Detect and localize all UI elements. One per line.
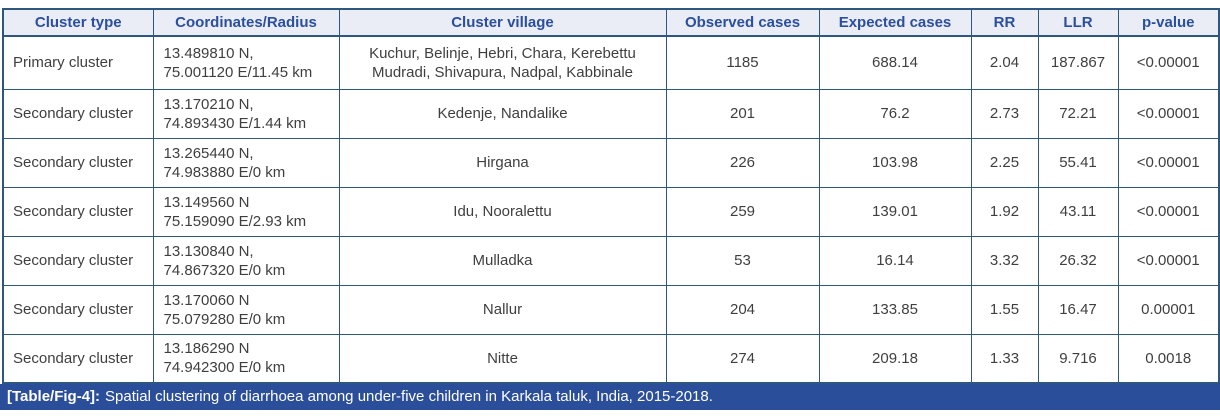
p-value-cell: <0.00001 bbox=[1117, 35, 1220, 90]
coordinates-cell: 13.489810 N, 75.001120 E/11.45 km bbox=[152, 35, 340, 90]
expected-cases-cell: 133.85 bbox=[818, 284, 972, 335]
expected-cases-cell: 76.2 bbox=[818, 88, 972, 139]
header-row: Cluster type Coordinates/Radius Cluster vi… bbox=[2, 8, 1220, 37]
expected-cases-cell: 209.18 bbox=[818, 333, 972, 384]
p-value-cell: <0.00001 bbox=[1117, 235, 1220, 286]
p-value-cell: 0.0018 bbox=[1117, 333, 1220, 384]
rr-cell: 2.25 bbox=[970, 137, 1039, 188]
table-row: Primary cluster 13.489810 N, 75.001120 E/1… bbox=[2, 35, 1220, 90]
expected-cases-cell: 16.14 bbox=[818, 235, 972, 286]
rr-cell: 2.04 bbox=[970, 35, 1039, 90]
cluster-type-cell: Secondary cluster bbox=[2, 186, 154, 237]
column-header-p-value: p-value bbox=[1117, 8, 1220, 37]
llr-cell: 26.32 bbox=[1037, 235, 1119, 286]
column-header-observed-cases: Observed cases bbox=[665, 8, 820, 37]
rr-cell: 1.92 bbox=[970, 186, 1039, 237]
observed-cases-cell: 259 bbox=[665, 186, 820, 237]
cluster-village-cell: Kuchur, Belinje, Hebri, Chara, Kerebettu… bbox=[338, 35, 667, 90]
p-value-cell: <0.00001 bbox=[1117, 88, 1220, 139]
cluster-type-cell: Secondary cluster bbox=[2, 284, 154, 335]
p-value-cell: 0.00001 bbox=[1117, 284, 1220, 335]
expected-cases-cell: 103.98 bbox=[818, 137, 972, 188]
cluster-village-cell: Kedenje, Nandalike bbox=[338, 88, 667, 139]
cluster-type-cell: Secondary cluster bbox=[2, 137, 154, 188]
coordinates-cell: 13.186290 N 74.942300 E/0 km bbox=[152, 333, 340, 384]
table-row: Secondary cluster 13.149560 N 75.159090 E/… bbox=[2, 186, 1220, 237]
cluster-village-cell: Nallur bbox=[338, 284, 667, 335]
expected-cases-cell: 688.14 bbox=[818, 35, 972, 90]
llr-cell: 16.47 bbox=[1037, 284, 1119, 335]
table-row: Secondary cluster 13.265440 N, 74.983880 E… bbox=[2, 137, 1220, 188]
column-header-rr: RR bbox=[970, 8, 1039, 37]
cluster-village-cell: Hirgana bbox=[338, 137, 667, 188]
expected-cases-cell: 139.01 bbox=[818, 186, 972, 237]
column-header-cluster-village: Cluster village bbox=[338, 8, 667, 37]
rr-cell: 3.32 bbox=[970, 235, 1039, 286]
observed-cases-cell: 1185 bbox=[665, 35, 820, 90]
p-value-cell: <0.00001 bbox=[1117, 137, 1220, 188]
observed-cases-cell: 226 bbox=[665, 137, 820, 188]
column-header-cluster-type: Cluster type bbox=[2, 8, 154, 37]
coordinates-cell: 13.149560 N 75.159090 E/2.93 km bbox=[152, 186, 340, 237]
cluster-village-cell: Nitte bbox=[338, 333, 667, 384]
rr-cell: 2.73 bbox=[970, 88, 1039, 139]
cluster-table: Cluster type Coordinates/Radius Cluster vi… bbox=[2, 8, 1220, 384]
column-header-expected-cases: Expected cases bbox=[818, 8, 972, 37]
cluster-type-cell: Secondary cluster bbox=[2, 235, 154, 286]
llr-cell: 9.716 bbox=[1037, 333, 1119, 384]
cluster-village-cell: Mulladka bbox=[338, 235, 667, 286]
llr-cell: 55.41 bbox=[1037, 137, 1119, 188]
table-row: Secondary cluster 13.170060 N 75.079280 E/… bbox=[2, 284, 1220, 335]
column-header-llr: LLR bbox=[1037, 8, 1119, 37]
caption-label: [Table/Fig-4]: bbox=[7, 388, 101, 405]
llr-cell: 43.11 bbox=[1037, 186, 1119, 237]
cluster-type-cell: Secondary cluster bbox=[2, 333, 154, 384]
observed-cases-cell: 274 bbox=[665, 333, 820, 384]
coordinates-cell: 13.170060 N 75.079280 E/0 km bbox=[152, 284, 340, 335]
table-row: Secondary cluster 13.130840 N, 74.867320 E… bbox=[2, 235, 1220, 286]
observed-cases-cell: 53 bbox=[665, 235, 820, 286]
cluster-type-cell: Primary cluster bbox=[2, 35, 154, 90]
coordinates-cell: 13.130840 N, 74.867320 E/0 km bbox=[152, 235, 340, 286]
llr-cell: 72.21 bbox=[1037, 88, 1119, 139]
observed-cases-cell: 201 bbox=[665, 88, 820, 139]
table-row: Secondary cluster 13.186290 N 74.942300 E/… bbox=[2, 333, 1220, 384]
llr-cell: 187.867 bbox=[1037, 35, 1119, 90]
rr-cell: 1.33 bbox=[970, 333, 1039, 384]
table-caption: [Table/Fig-4]: Spatial clustering of diar… bbox=[0, 384, 1220, 410]
table-row: Secondary cluster 13.170210 N, 74.893430 E… bbox=[2, 88, 1220, 139]
rr-cell: 1.55 bbox=[970, 284, 1039, 335]
caption-text: Spatial clustering of diarrhoea among un… bbox=[105, 388, 713, 405]
observed-cases-cell: 204 bbox=[665, 284, 820, 335]
column-header-coordinates-radius: Coordinates/Radius bbox=[152, 8, 340, 37]
p-value-cell: <0.00001 bbox=[1117, 186, 1220, 237]
coordinates-cell: 13.265440 N, 74.983880 E/0 km bbox=[152, 137, 340, 188]
coordinates-cell: 13.170210 N, 74.893430 E/1.44 km bbox=[152, 88, 340, 139]
cluster-type-cell: Secondary cluster bbox=[2, 88, 154, 139]
cluster-village-cell: Idu, Nooralettu bbox=[338, 186, 667, 237]
